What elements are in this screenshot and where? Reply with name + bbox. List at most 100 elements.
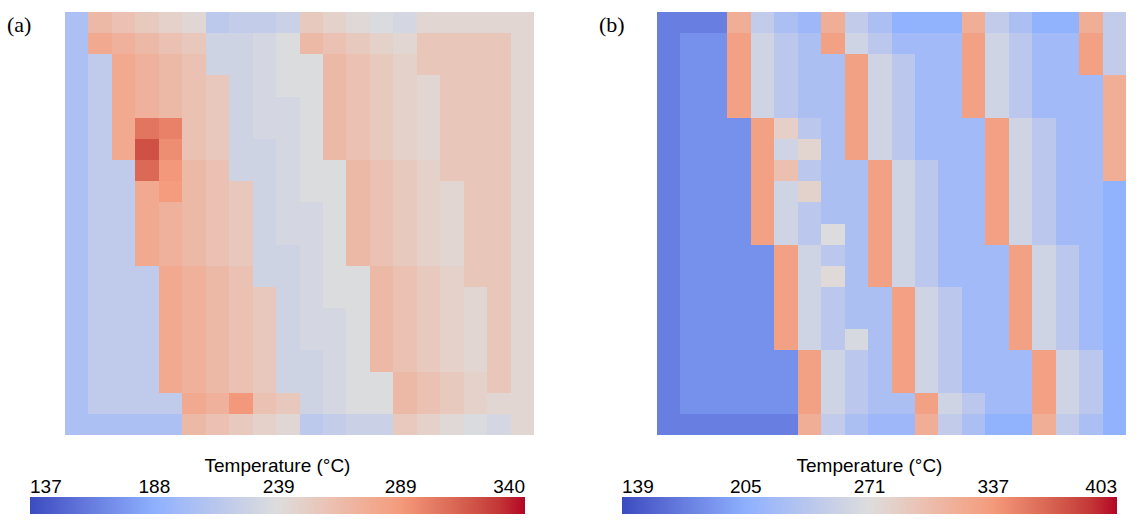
cell	[487, 350, 511, 372]
cell	[1079, 245, 1103, 267]
cell	[253, 160, 277, 182]
cell	[346, 12, 370, 34]
cell	[915, 350, 939, 372]
cell	[346, 245, 370, 267]
cell	[112, 33, 136, 55]
cell	[300, 12, 324, 34]
cell	[487, 266, 511, 288]
colorbar	[622, 497, 1117, 514]
cell	[229, 266, 253, 288]
cell	[370, 414, 394, 435]
cell	[821, 12, 845, 34]
cell	[229, 75, 253, 97]
cell	[65, 308, 89, 330]
cell	[464, 12, 488, 34]
cell	[440, 160, 464, 182]
cell	[868, 372, 892, 394]
cell	[346, 372, 370, 394]
cell	[1032, 75, 1056, 97]
cell	[88, 75, 112, 97]
cell	[1009, 308, 1033, 330]
cell	[751, 266, 775, 288]
cell	[1103, 245, 1126, 267]
cell	[300, 139, 324, 161]
cell	[487, 245, 511, 267]
cell	[370, 97, 394, 119]
cell	[159, 329, 183, 351]
cell	[206, 224, 230, 246]
cell	[464, 118, 488, 140]
cell	[1056, 350, 1080, 372]
cell	[182, 33, 206, 55]
cell	[65, 393, 89, 415]
cell	[346, 393, 370, 415]
cell	[680, 54, 704, 76]
cell	[845, 308, 869, 330]
cell	[868, 160, 892, 182]
cell	[346, 308, 370, 330]
cell	[253, 414, 277, 435]
cell	[868, 308, 892, 330]
cell	[774, 393, 798, 415]
cell	[417, 139, 441, 161]
cell	[323, 350, 347, 372]
panel-label: (a)	[7, 12, 31, 37]
cell	[1032, 118, 1056, 140]
cell	[868, 75, 892, 97]
cell	[892, 202, 916, 224]
cell	[135, 308, 159, 330]
cell	[751, 329, 775, 351]
cell	[88, 97, 112, 119]
cell	[751, 224, 775, 246]
cell	[915, 54, 939, 76]
cell	[511, 329, 534, 351]
cell	[135, 202, 159, 224]
cell	[417, 12, 441, 34]
cell	[112, 12, 136, 34]
cell	[938, 75, 962, 97]
cell	[511, 12, 534, 34]
cell	[393, 287, 417, 309]
cell	[845, 33, 869, 55]
cell	[1103, 372, 1126, 394]
cell	[798, 54, 822, 76]
cell	[253, 202, 277, 224]
cell	[417, 308, 441, 330]
cell	[1056, 308, 1080, 330]
cell	[440, 266, 464, 288]
cell	[868, 97, 892, 119]
cell	[680, 12, 704, 34]
cell	[323, 160, 347, 182]
cell	[1079, 181, 1103, 203]
cell	[112, 350, 136, 372]
cell	[704, 12, 728, 34]
cell	[511, 118, 534, 140]
cell	[680, 266, 704, 288]
cell	[938, 33, 962, 55]
cell	[1079, 12, 1103, 34]
cell	[511, 350, 534, 372]
cell	[511, 308, 534, 330]
cell	[1079, 54, 1103, 76]
cell	[323, 393, 347, 415]
cell	[159, 54, 183, 76]
cell	[798, 160, 822, 182]
cell	[229, 308, 253, 330]
cell	[323, 75, 347, 97]
cell	[1103, 12, 1126, 34]
cell	[845, 54, 869, 76]
cell	[657, 160, 681, 182]
cell	[464, 350, 488, 372]
cell	[182, 97, 206, 119]
cell	[417, 160, 441, 182]
cell	[938, 350, 962, 372]
cell	[229, 33, 253, 55]
cell	[300, 97, 324, 119]
cell	[1032, 202, 1056, 224]
cell	[938, 181, 962, 203]
cell	[868, 266, 892, 288]
cell	[962, 287, 986, 309]
cell	[774, 12, 798, 34]
cell	[727, 287, 751, 309]
cell	[868, 12, 892, 34]
